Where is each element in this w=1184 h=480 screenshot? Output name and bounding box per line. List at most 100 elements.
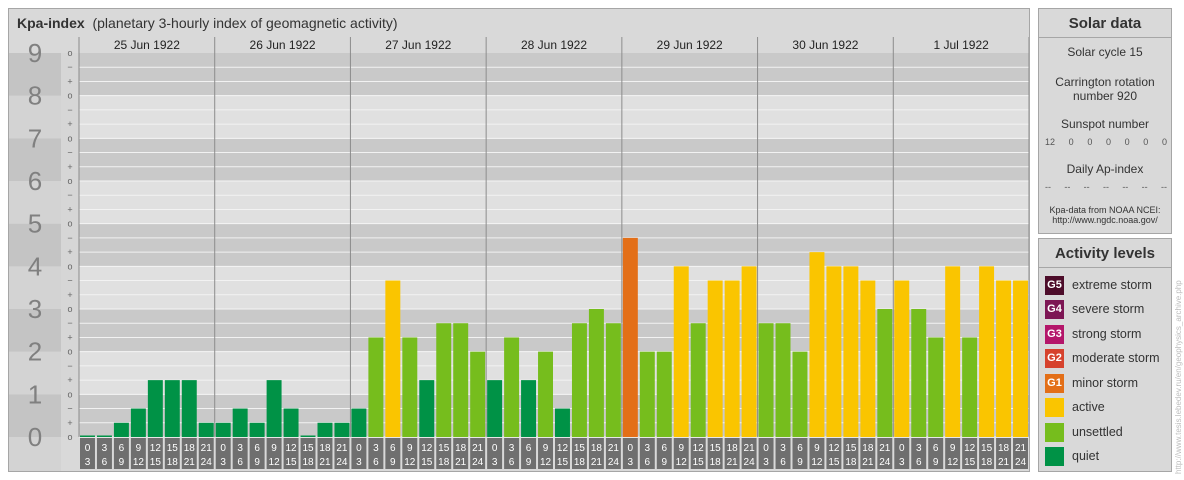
- hour-label-end: 15: [693, 457, 705, 468]
- hour-cell: [470, 438, 486, 469]
- sub-tick-label: −: [67, 233, 72, 243]
- watermark-url: http://www.tesis.lebedev.ru/en/geophysic…: [1174, 280, 1183, 474]
- plot-band: [79, 53, 1029, 96]
- hour-cell: [741, 438, 757, 469]
- kp-bar: [877, 309, 893, 437]
- sub-tick-label: −: [67, 318, 72, 328]
- hour-label-start: 6: [254, 443, 260, 454]
- kp-bar: [707, 280, 723, 437]
- hour-cell: [911, 438, 927, 469]
- kp-bar: [198, 422, 214, 437]
- hour-cell: [402, 438, 418, 469]
- hour-label-end: 12: [540, 457, 552, 468]
- hour-label-start: 12: [557, 443, 569, 454]
- kp-bar: [80, 435, 95, 437]
- y-tick-label: 1: [28, 379, 42, 409]
- legend-item-active: active: [1045, 397, 1105, 417]
- hour-cell: [147, 438, 163, 469]
- y-tick-label: 5: [28, 209, 42, 239]
- kp-bar: [351, 408, 367, 437]
- hour-label-start: 0: [356, 443, 362, 454]
- hour-label-end: 15: [964, 457, 976, 468]
- y-label-band: [9, 394, 61, 437]
- hour-cell: [113, 438, 129, 469]
- sub-tick-label: +: [67, 119, 72, 129]
- activity-levels-panel: Activity levels G5 extreme storm G4 severe…: [1038, 238, 1172, 472]
- hour-label-start: 21: [1015, 443, 1027, 454]
- sub-tick-band: [61, 138, 79, 181]
- hour-label-start: 18: [727, 443, 739, 454]
- kp-bar: [911, 309, 927, 437]
- hour-label-end: 3: [356, 457, 362, 468]
- hour-label-end: 18: [167, 457, 179, 468]
- y-tick-label: 0: [28, 422, 42, 452]
- sunspot-value: 0: [1105, 137, 1111, 147]
- sub-tick-label: o: [67, 432, 72, 442]
- hour-label-end: 18: [981, 457, 993, 468]
- legend-item-g3: G3 strong storm: [1045, 324, 1141, 344]
- hour-label-start: 0: [492, 443, 498, 454]
- kp-bar: [249, 422, 265, 437]
- hour-label-end: 18: [710, 457, 722, 468]
- legend-swatch-active: [1045, 397, 1064, 417]
- kp-bar: [639, 351, 655, 437]
- kp-bar: [283, 408, 299, 437]
- ap-value: --: [1122, 182, 1129, 192]
- hour-label-start: 12: [693, 443, 705, 454]
- plot-band: [79, 223, 1029, 267]
- sub-tick-label: +: [67, 375, 72, 385]
- hour-label-start: 6: [661, 443, 667, 454]
- hour-label-start: 12: [964, 443, 976, 454]
- hour-label-start: 12: [285, 443, 297, 454]
- sub-tick-label: +: [67, 247, 72, 257]
- hour-label-end: 12: [947, 457, 959, 468]
- hour-cell: [758, 438, 774, 469]
- sub-tick-label: o: [67, 261, 72, 271]
- y-tick-label: 6: [28, 166, 42, 196]
- sub-tick-band: [61, 351, 79, 395]
- y-label-band: [9, 53, 61, 96]
- sub-tick-label: o: [67, 389, 72, 399]
- y-tick-label: 3: [28, 294, 42, 324]
- kp-bar: [402, 337, 418, 437]
- legend-swatch-g2: G2: [1045, 348, 1064, 368]
- hour-cell: [300, 438, 316, 469]
- legend-item-g5: G5 extreme storm: [1045, 275, 1152, 295]
- hour-cell: [792, 438, 808, 469]
- hour-label-start: 18: [184, 443, 196, 454]
- legend-label: minor storm: [1072, 376, 1138, 390]
- hour-label-end: 3: [899, 457, 905, 468]
- hour-label-end: 9: [661, 457, 667, 468]
- hour-label-start: 6: [119, 443, 125, 454]
- hour-label-end: 9: [390, 457, 396, 468]
- y-label-band: [9, 351, 61, 395]
- kp-bar: [741, 266, 757, 437]
- sub-tick-label: +: [67, 418, 72, 428]
- hour-cell: [996, 438, 1012, 469]
- kp-bar: [945, 266, 961, 437]
- kp-bar: [894, 280, 910, 437]
- hour-label-start: 3: [916, 443, 922, 454]
- hour-label-end: 12: [811, 457, 823, 468]
- hour-label-start: 15: [845, 443, 857, 454]
- y-label-band: [9, 309, 61, 352]
- plot-band: [79, 138, 1029, 181]
- y-tick-label: 9: [28, 38, 42, 68]
- hour-cell: [775, 438, 791, 469]
- plot-band: [79, 266, 1029, 309]
- hour-label-start: 21: [472, 443, 484, 454]
- hour-label-start: 0: [763, 443, 769, 454]
- sub-tick-band: [61, 95, 79, 139]
- kp-bar: [656, 351, 672, 437]
- legend-swatch-g5: G5: [1045, 275, 1064, 295]
- legend-label: quiet: [1072, 449, 1100, 463]
- legend-label: severe storm: [1072, 302, 1145, 316]
- kpa-chart: 0123456789o+−o+−o+−o+−o+−o+−o+−o+−o+−o25…: [9, 37, 1029, 471]
- solar-cycle: Solar cycle 15: [1067, 45, 1143, 59]
- kp-bar: [215, 422, 231, 437]
- kp-bar: [538, 351, 553, 437]
- hour-label-end: 21: [455, 457, 467, 468]
- plot-band: [79, 95, 1029, 139]
- sub-tick-band: [61, 309, 79, 352]
- source-line1: Kpa-data from NOAA NCEI:: [1049, 205, 1161, 215]
